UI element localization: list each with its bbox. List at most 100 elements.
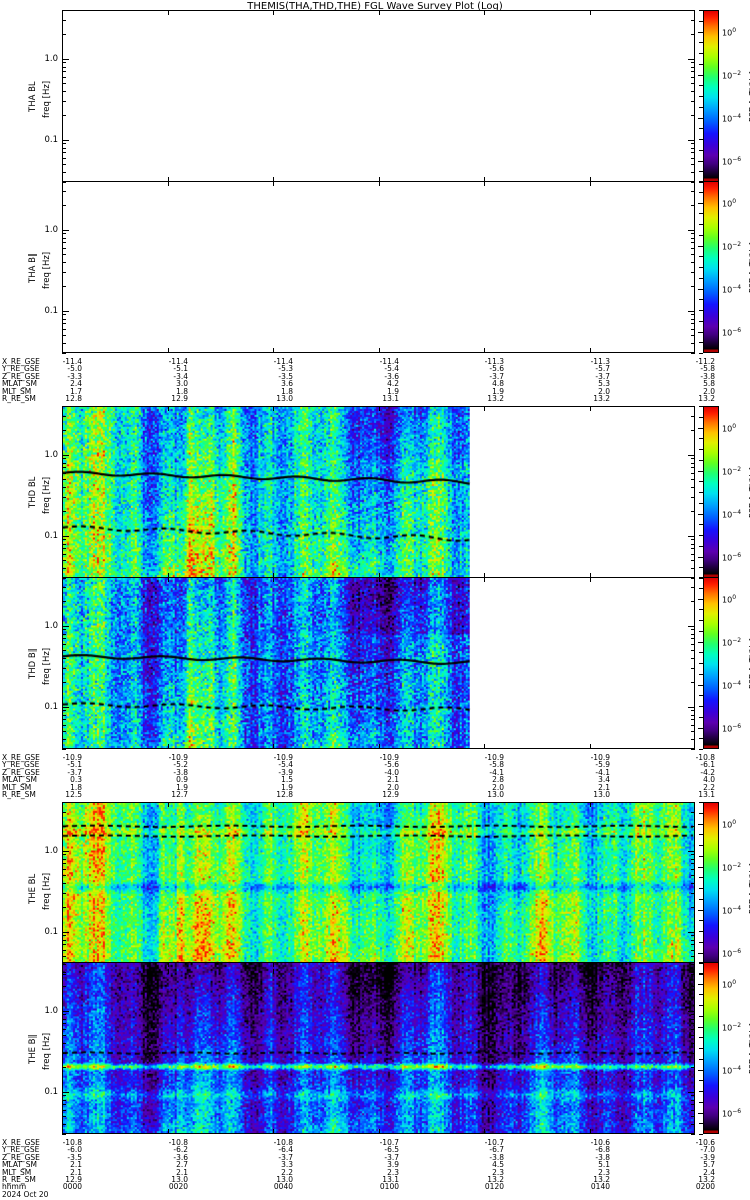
tick-mark	[699, 953, 703, 954]
ephemeris-value: 12.9	[382, 789, 399, 799]
panel-thd-bperp[interactable]	[62, 406, 695, 578]
tick-mark	[168, 177, 169, 182]
tick-mark	[699, 877, 703, 878]
tick-mark	[699, 224, 703, 225]
ytick-label-the_bperp: 1.0	[44, 845, 58, 856]
ephemeris-value: 0120	[484, 1182, 504, 1192]
ephemeris-value: 12.9	[171, 393, 188, 403]
tick-mark	[691, 1018, 695, 1020]
tick-mark	[62, 682, 66, 684]
ephemeris-row-label: MLT_SM	[2, 782, 32, 792]
tick-mark	[699, 53, 703, 54]
tick-mark	[379, 177, 380, 182]
tick-mark	[62, 956, 66, 958]
tick-mark	[688, 931, 695, 933]
tick-mark	[62, 233, 66, 235]
ephemeris-row-label: MLT_SM	[2, 1167, 32, 1177]
tick-mark	[62, 625, 69, 627]
tick-mark	[691, 205, 695, 207]
ephemeris-value: 4.2	[387, 379, 399, 389]
tick-mark	[62, 714, 66, 716]
ephemeris-value: 3.3	[281, 1160, 293, 1170]
ephemeris-value: 12.8	[65, 393, 82, 403]
tick-mark	[62, 1067, 66, 1069]
tick-mark	[699, 834, 703, 835]
tick-mark	[62, 83, 66, 85]
colorbar-tick-label: 10−2	[722, 1021, 742, 1033]
ephemeris-value: -10.9	[168, 753, 188, 762]
tick-mark	[273, 962, 274, 967]
tick-mark	[273, 573, 274, 578]
yaxis-title-tha_bpar: freq [Hz]	[42, 251, 52, 289]
tick-mark	[62, 638, 66, 640]
ephemeris-row: R_RE_SM 12.8 12.9 13.0 13.1 13.2 13.2 13.2	[0, 393, 750, 403]
tick-mark	[691, 1104, 695, 1106]
tick-mark	[62, 1104, 66, 1106]
tick-mark	[699, 931, 703, 932]
tick-mark	[62, 323, 66, 325]
tick-mark	[694, 802, 695, 807]
ephemeris-value: 2.0	[387, 782, 399, 792]
tick-mark	[699, 353, 703, 354]
tick-mark	[62, 1116, 66, 1118]
tick-mark	[699, 1102, 703, 1103]
tick-mark	[590, 577, 591, 582]
tick-mark	[699, 599, 703, 600]
tick-mark	[484, 573, 485, 578]
ephemeris-row: Y_RE_GSE -5.0 -5.1 -5.3 -5.4 -5.6 -5.7 -5.8	[0, 364, 750, 374]
ytick-label-the_bpar: 0.1	[44, 1086, 58, 1097]
tick-mark	[62, 986, 66, 988]
ephemeris-row-label: Z_RE_GSE	[2, 371, 40, 381]
ephemeris-row: MLAT_SM 2.4 3.0 3.6 4.2 4.8 5.3 5.8	[0, 379, 750, 389]
panel-the-bperp[interactable]	[62, 802, 695, 974]
colorbar-gradient	[704, 578, 718, 748]
tick-mark	[590, 406, 591, 411]
ephemeris-value: -4.2	[700, 767, 715, 777]
tick-mark	[168, 10, 169, 15]
panel-tha-bperp[interactable]	[62, 10, 695, 182]
panel-tha-bpar[interactable]	[62, 181, 695, 353]
tick-mark	[62, 882, 66, 884]
tick-mark	[62, 749, 66, 750]
tick-mark	[62, 962, 63, 967]
tick-mark	[688, 850, 695, 852]
tick-mark	[691, 907, 695, 909]
ephemeris-row: Z_RE_GSE -3.7 -3.8 -3.9 -4.0 -4.1 -4.1 -4.2	[0, 767, 750, 777]
ephemeris-value: 5.1	[598, 1160, 610, 1170]
ephemeris-value: 4.5	[492, 1160, 504, 1170]
tick-mark	[691, 578, 695, 579]
ephemeris-row: MLT_SM 1.7 1.8 1.8 1.9 1.9 2.0 2.0	[0, 387, 750, 395]
tick-mark	[691, 479, 695, 481]
tick-mark	[691, 539, 695, 541]
ephemeris-value: -5.9	[595, 760, 610, 770]
ephemeris-value: 2.4	[703, 1167, 715, 1177]
tick-mark	[691, 1023, 695, 1025]
ephemeris-value: 2.0	[492, 782, 504, 792]
tick-mark	[699, 942, 703, 943]
colorbar-tick-label: 10−6	[722, 1107, 742, 1119]
ephemeris-value: -3.7	[278, 1152, 293, 1162]
tick-mark	[62, 237, 66, 239]
tick-mark	[273, 10, 274, 15]
tick-mark	[699, 1037, 703, 1038]
ephemeris-row-label: R_RE_SM	[2, 1174, 36, 1184]
tick-mark	[379, 744, 380, 749]
ephemeris-value: -11.4	[168, 357, 188, 366]
colorbar-tick-label: 10−2	[722, 240, 742, 252]
ephemeris-row-label: Y_RE_GSE	[2, 364, 40, 374]
ephemeris-row: Z_RE_GSE -3.5 -3.6 -3.7 -3.7 -3.8 -3.8 -3.9	[0, 1152, 750, 1162]
tick-mark	[62, 406, 66, 407]
ephemeris-value: 1.9	[281, 782, 293, 792]
tick-mark	[691, 353, 695, 354]
tick-mark	[691, 1095, 695, 1097]
tick-mark	[691, 724, 695, 726]
panel-the-bpar[interactable]	[62, 962, 695, 1134]
yaxis-title-tha_bperp: freq [Hz]	[42, 80, 52, 118]
ephemeris-value: 2.1	[387, 775, 399, 785]
ephemeris-value: -5.8	[489, 760, 504, 770]
ephemeris-value: 3.6	[281, 379, 293, 389]
ephemeris-value: 13.2	[698, 1174, 715, 1184]
tick-mark	[379, 10, 380, 15]
tick-mark	[62, 858, 66, 860]
panel-thd-bpar[interactable]	[62, 577, 695, 749]
